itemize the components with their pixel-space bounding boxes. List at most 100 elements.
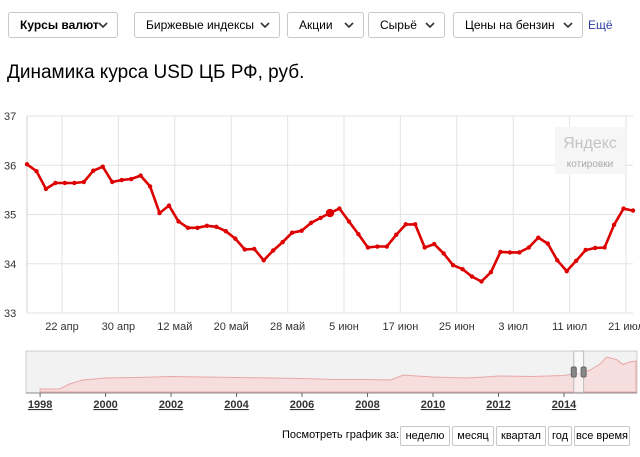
data-point [100,164,105,169]
chevron-down-icon [563,22,573,29]
data-point [299,228,304,233]
range-handle[interactable] [570,366,577,378]
y-tick-label: 36 [4,160,16,172]
chevron-down-icon [98,22,108,29]
overview-year-label: 2012 [486,399,510,411]
data-point [507,250,513,255]
highlighted-point [325,208,335,218]
period-button-all-time[interactable]: все время [574,426,630,446]
period-button-week[interactable]: неделю [400,426,450,446]
nav-item-label: Акции [299,18,333,32]
data-point [214,224,219,230]
x-tick-label: 11 июл [552,321,587,333]
data-point [166,203,172,208]
data-point [602,245,607,250]
overview-year-label: 2008 [355,399,379,411]
data-point [289,230,295,235]
data-point [375,244,380,249]
data-point [611,222,617,228]
nav-item-indices[interactable]: Биржевые индексы [134,12,280,38]
y-tick-label: 34 [4,259,16,271]
data-point [545,241,550,246]
chevron-down-icon [260,22,270,29]
x-tick-label: 28 май [270,321,305,333]
data-point [72,180,77,186]
data-point [280,239,285,245]
x-tick-label: 20 май [214,321,249,333]
data-point [564,268,569,274]
nav-item-label: Цены на бензин [465,18,555,32]
overview-year-label: 2004 [224,399,249,411]
data-point [573,258,579,263]
data-point [53,180,58,186]
data-point [270,248,276,253]
watermark-caption: котировки [567,159,613,170]
data-point [583,247,588,253]
data-point [147,184,153,189]
overview-chart[interactable]: 1998 2000 2002 2004 2006 2008 2010 2012 2014 [0,345,640,411]
data-point [450,263,456,268]
data-point [233,236,238,241]
data-point [81,179,87,185]
navbar: Курсы валют Биржевые индексы Акции Сырьё… [8,12,640,38]
overview-year-label: 2002 [159,399,183,411]
data-point [128,176,134,182]
y-tick-label: 37 [4,111,16,123]
nav-item-label: Курсы валют [20,18,99,32]
period-label: Посмотреть график за: [282,429,400,441]
nav-item-label: Биржевые индексы [146,18,254,32]
nav-item-fuel-prices[interactable]: Цены на бензин [453,12,583,38]
data-point [384,244,390,249]
data-point [24,162,30,167]
data-point [526,245,532,250]
page-title: Динамика курса USD ЦБ РФ, руб. [7,62,305,83]
data-point [498,249,503,255]
period-button-month[interactable]: месяц [452,426,494,446]
main-chart: 33 34 35 36 37 22 апр 30 апр 12 май 20 май 28 ма… [4,111,640,333]
data-point [157,210,162,216]
nav-item-stocks[interactable]: Акции [287,12,364,38]
data-point [261,258,266,263]
data-point [460,266,465,272]
overview-year-label: 2006 [290,399,314,411]
nav-item-commodities[interactable]: Сырьё [368,12,445,38]
data-point [394,232,399,237]
period-button-quarter[interactable]: квартал [496,426,546,446]
data-point [91,168,96,173]
data-point [337,206,342,211]
data-point [488,269,494,275]
watermark-brand: Яндекс [563,135,617,152]
x-tick-label: 21 июл [608,321,640,333]
data-point [62,180,68,186]
data-point [204,223,210,229]
watermark: Яндекс котировки [555,127,625,174]
x-tick-label: 22 апр [45,321,78,333]
data-point [318,215,323,221]
x-tick-label: 5 июн [329,321,359,333]
data-point [479,279,484,284]
data-point [34,168,39,174]
data-point [252,246,257,252]
x-tick-label: 17 июн [383,321,419,333]
x-tick-label: 30 апр [102,321,135,333]
data-point [195,225,200,230]
period-button-year[interactable]: год [548,426,572,446]
chevron-down-icon [344,22,354,29]
data-point [555,258,560,263]
range-handle[interactable] [580,366,587,378]
data-point [517,250,522,255]
data-point [110,179,115,185]
data-point [469,274,475,279]
data-point [223,229,229,234]
x-tick-label: 3 июл [498,321,528,333]
data-point [592,245,598,251]
data-point [43,186,49,192]
x-tick-label: 25 июн [439,321,475,333]
data-point [346,219,352,224]
data-point [422,245,427,250]
data-point [413,222,418,227]
nav-more-link[interactable]: Ещё [588,18,613,32]
data-point [185,225,191,230]
x-tick-label: 12 май [157,321,192,333]
nav-item-currency[interactable]: Курсы валют [8,12,118,38]
